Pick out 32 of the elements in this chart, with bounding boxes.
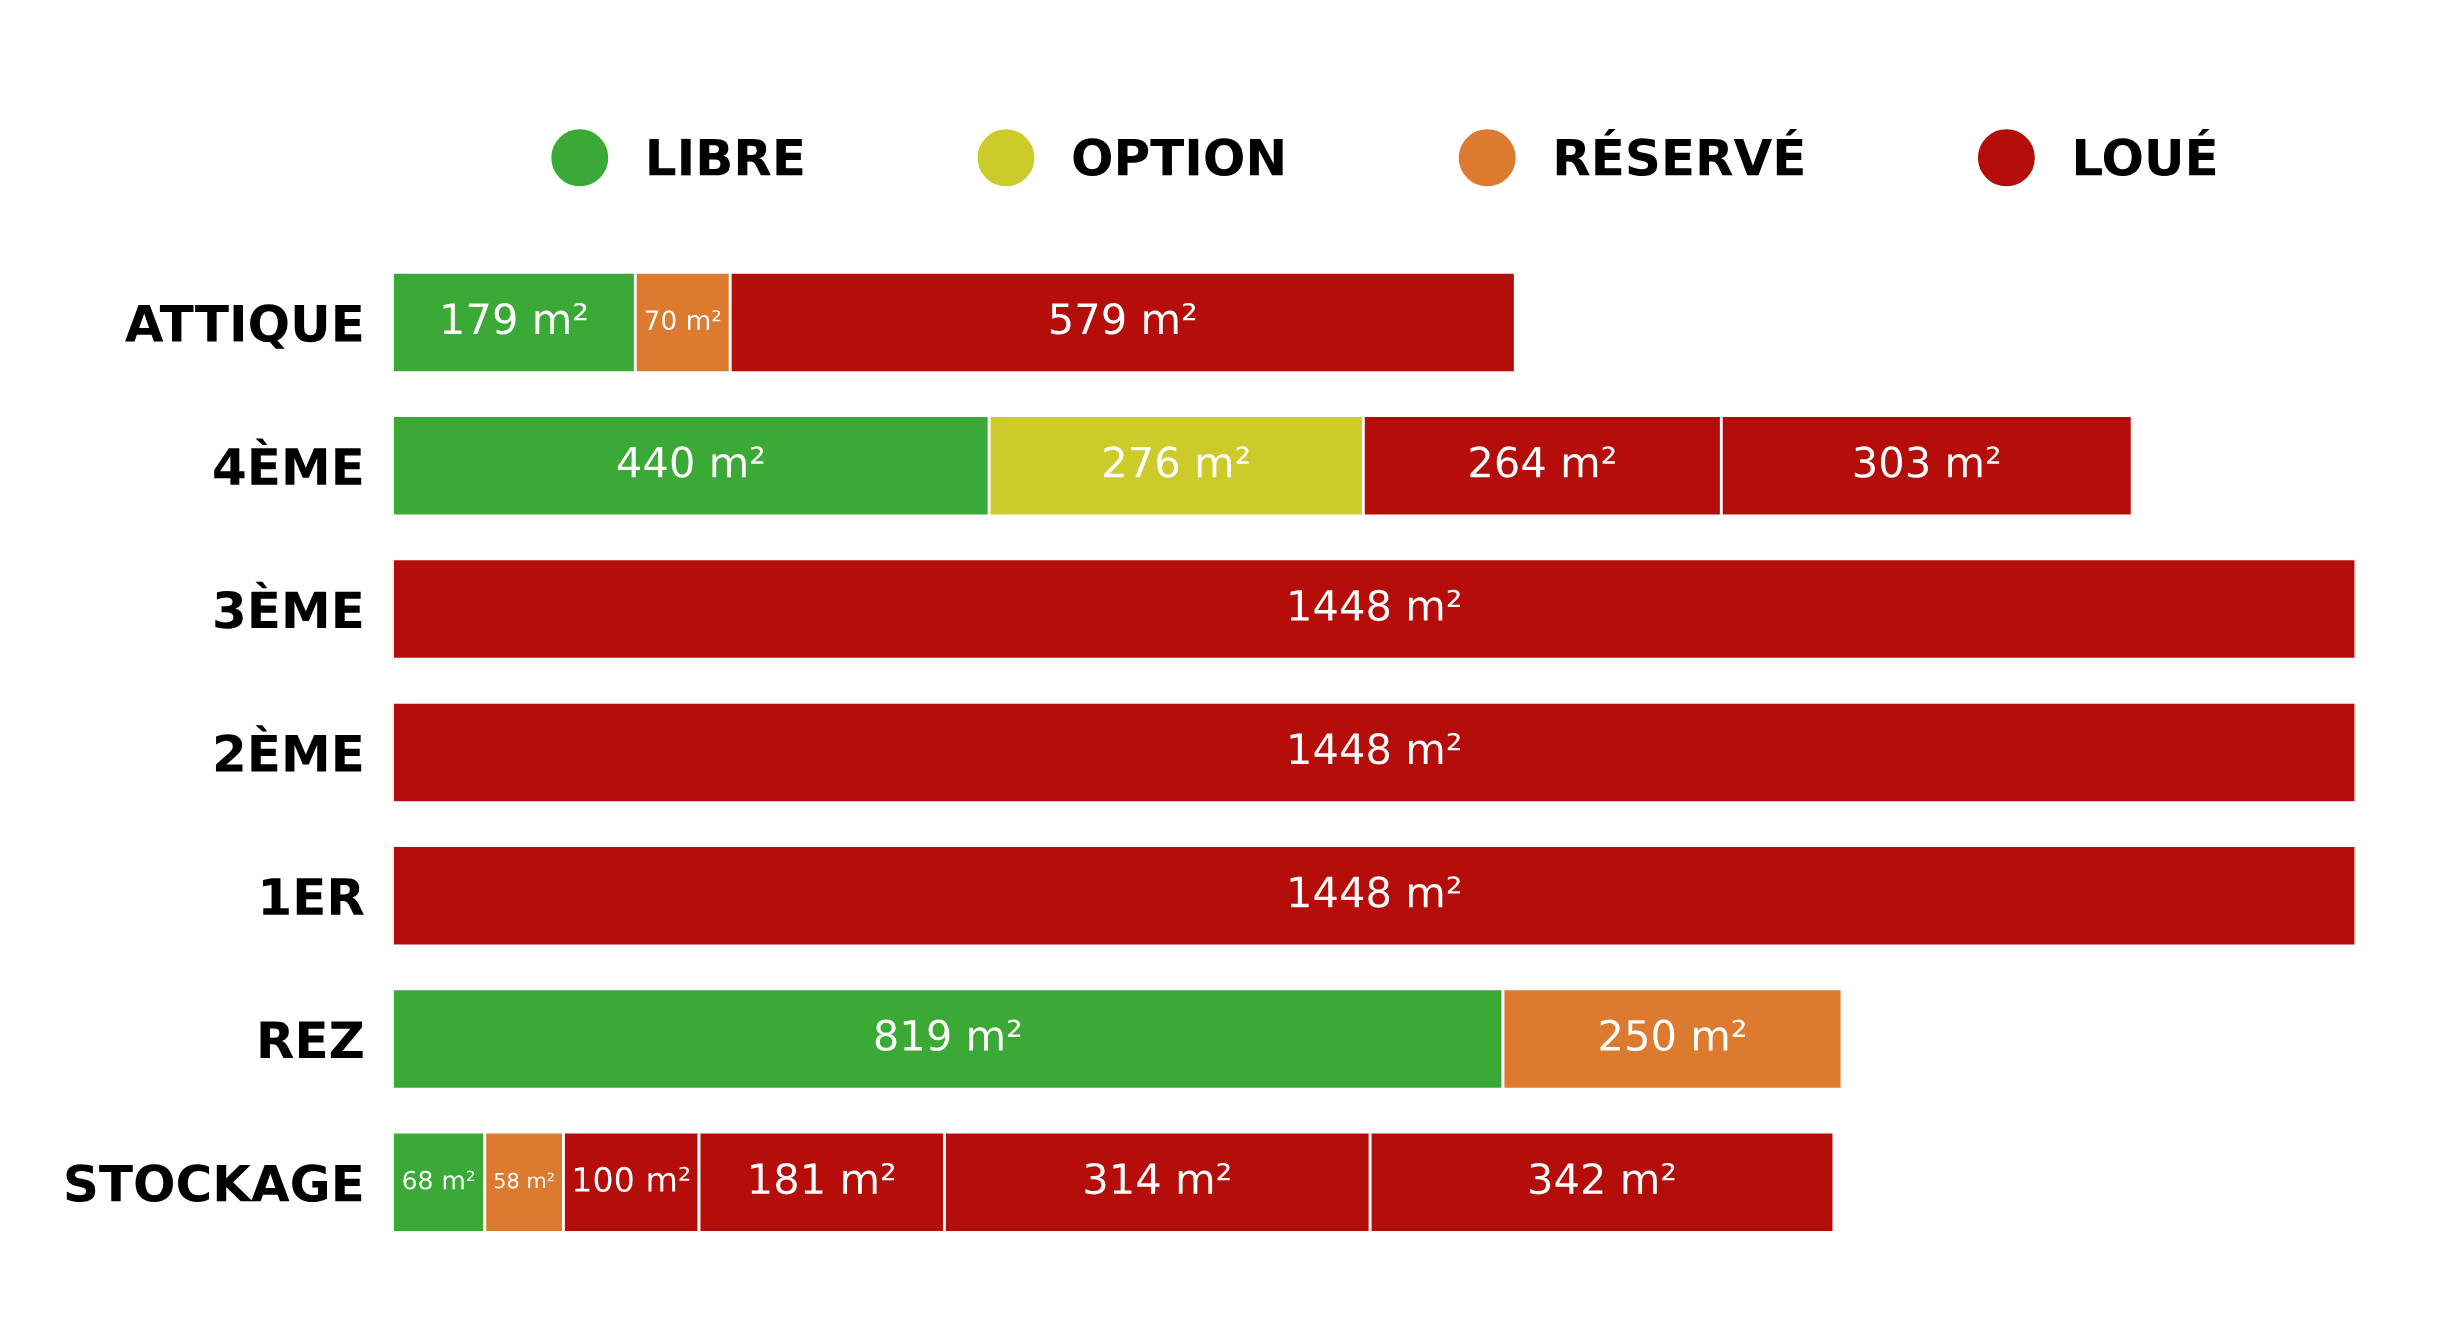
y-tick-label: ATTIQUE (125, 304, 362, 349)
bar (392, 700, 2356, 804)
bar (392, 844, 2356, 948)
legend-label: LIBRE (649, 138, 803, 176)
data-label: 303 m² (1854, 446, 2000, 478)
y-tick-label: REZ (260, 1021, 363, 1059)
data-label: 1448 m² (1290, 589, 1460, 622)
data-label: 181 m² (751, 1162, 895, 1195)
data-label: 342 m² (1530, 1162, 1675, 1195)
data-label: 314 m² (1085, 1162, 1230, 1195)
y-tick-label: STOCKAGE (66, 1164, 362, 1203)
data-label: 579 m² (1050, 303, 1196, 335)
y-tick-label: 3ÈME (215, 581, 362, 629)
data-label: 58 m² (494, 1172, 554, 1189)
data-label: 250 m² (1600, 1019, 1745, 1052)
data-label: 1448 m² (1290, 876, 1460, 908)
data-label: 1448 m² (1290, 732, 1460, 765)
data-label: 100 m² (574, 1166, 690, 1193)
bar (392, 557, 2356, 661)
data-label: 70 m² (645, 310, 721, 331)
data-label: 819 m² (875, 1019, 1021, 1052)
data-label: 179 m² (443, 303, 587, 335)
data-label: 68 m² (403, 1170, 475, 1190)
y-tick-label: 2ÈME (215, 725, 362, 772)
legend-label: RÉSERVÉ (1556, 129, 1803, 177)
data-label: 440 m² (617, 446, 764, 478)
legend-label: OPTION (1073, 138, 1283, 177)
y-tick-label: 1ER (263, 878, 364, 915)
y-tick-label: 4ÈME (214, 438, 362, 485)
data-label: 264 m² (1470, 446, 1615, 478)
data-label: 276 m² (1104, 446, 1249, 478)
legend-label: LOUÉ (2075, 129, 2216, 177)
